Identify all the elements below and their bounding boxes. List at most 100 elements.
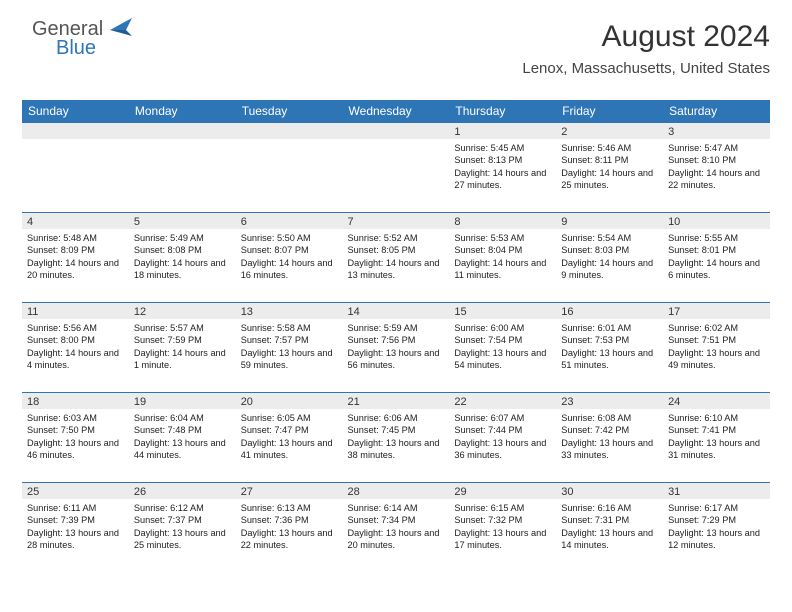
day-detail-text: Sunrise: 5:49 AMSunset: 8:08 PMDaylight:…: [129, 229, 236, 286]
daylight-text: Daylight: 13 hours and 36 minutes.: [454, 437, 551, 462]
day-detail-text: Sunrise: 6:01 AMSunset: 7:53 PMDaylight:…: [556, 319, 663, 376]
day-number: 11: [22, 303, 129, 319]
day-detail-text: Sunrise: 6:13 AMSunset: 7:36 PMDaylight:…: [236, 499, 343, 556]
sunrise-text: Sunrise: 5:45 AM: [454, 142, 551, 154]
day-number: 10: [663, 213, 770, 229]
daylight-text: Daylight: 14 hours and 1 minute.: [134, 347, 231, 372]
day-detail-text: Sunrise: 5:52 AMSunset: 8:05 PMDaylight:…: [343, 229, 450, 286]
sunrise-text: Sunrise: 6:07 AM: [454, 412, 551, 424]
day-number: 22: [449, 393, 556, 409]
day-detail-text: Sunrise: 6:03 AMSunset: 7:50 PMDaylight:…: [22, 409, 129, 466]
daylight-text: Daylight: 13 hours and 25 minutes.: [134, 527, 231, 552]
sunset-text: Sunset: 7:53 PM: [561, 334, 658, 346]
calendar-day-cell: 11Sunrise: 5:56 AMSunset: 8:00 PMDayligh…: [22, 303, 129, 393]
daylight-text: Daylight: 13 hours and 31 minutes.: [668, 437, 765, 462]
sunrise-text: Sunrise: 6:01 AM: [561, 322, 658, 334]
sunset-text: Sunset: 8:00 PM: [27, 334, 124, 346]
calendar-table: SundayMondayTuesdayWednesdayThursdayFrid…: [22, 100, 770, 573]
calendar-day-cell: 8Sunrise: 5:53 AMSunset: 8:04 PMDaylight…: [449, 213, 556, 303]
day-detail-text: [343, 139, 450, 197]
calendar-week-row: 1Sunrise: 5:45 AMSunset: 8:13 PMDaylight…: [22, 123, 770, 213]
day-detail-text: Sunrise: 6:06 AMSunset: 7:45 PMDaylight:…: [343, 409, 450, 466]
day-number: 21: [343, 393, 450, 409]
calendar-day-cell: [22, 123, 129, 213]
calendar-week-row: 4Sunrise: 5:48 AMSunset: 8:09 PMDaylight…: [22, 213, 770, 303]
day-number: 24: [663, 393, 770, 409]
calendar-day-cell: [129, 123, 236, 213]
sunrise-text: Sunrise: 6:13 AM: [241, 502, 338, 514]
sunset-text: Sunset: 8:05 PM: [348, 244, 445, 256]
calendar-day-cell: 13Sunrise: 5:58 AMSunset: 7:57 PMDayligh…: [236, 303, 343, 393]
day-detail-text: Sunrise: 6:10 AMSunset: 7:41 PMDaylight:…: [663, 409, 770, 466]
day-number: 15: [449, 303, 556, 319]
sunrise-text: Sunrise: 6:04 AM: [134, 412, 231, 424]
day-detail-text: Sunrise: 5:54 AMSunset: 8:03 PMDaylight:…: [556, 229, 663, 286]
sunset-text: Sunset: 7:34 PM: [348, 514, 445, 526]
calendar-day-cell: 10Sunrise: 5:55 AMSunset: 8:01 PMDayligh…: [663, 213, 770, 303]
day-number: 19: [129, 393, 236, 409]
weekday-header: Saturday: [663, 100, 770, 123]
sunset-text: Sunset: 7:32 PM: [454, 514, 551, 526]
sunset-text: Sunset: 8:07 PM: [241, 244, 338, 256]
daylight-text: Daylight: 13 hours and 59 minutes.: [241, 347, 338, 372]
day-number: 23: [556, 393, 663, 409]
daylight-text: Daylight: 14 hours and 9 minutes.: [561, 257, 658, 282]
weekday-header: Thursday: [449, 100, 556, 123]
calendar-day-cell: 2Sunrise: 5:46 AMSunset: 8:11 PMDaylight…: [556, 123, 663, 213]
day-number: [129, 123, 236, 139]
calendar-day-cell: 21Sunrise: 6:06 AMSunset: 7:45 PMDayligh…: [343, 393, 450, 483]
daylight-text: Daylight: 14 hours and 6 minutes.: [668, 257, 765, 282]
sunset-text: Sunset: 7:44 PM: [454, 424, 551, 436]
calendar-day-cell: 24Sunrise: 6:10 AMSunset: 7:41 PMDayligh…: [663, 393, 770, 483]
day-number: 8: [449, 213, 556, 229]
sunset-text: Sunset: 8:10 PM: [668, 154, 765, 166]
day-detail-text: Sunrise: 5:55 AMSunset: 8:01 PMDaylight:…: [663, 229, 770, 286]
weekday-header-row: SundayMondayTuesdayWednesdayThursdayFrid…: [22, 100, 770, 123]
sunset-text: Sunset: 7:42 PM: [561, 424, 658, 436]
daylight-text: Daylight: 13 hours and 17 minutes.: [454, 527, 551, 552]
daylight-text: Daylight: 13 hours and 51 minutes.: [561, 347, 658, 372]
day-number: 16: [556, 303, 663, 319]
daylight-text: Daylight: 13 hours and 22 minutes.: [241, 527, 338, 552]
sunrise-text: Sunrise: 6:08 AM: [561, 412, 658, 424]
daylight-text: Daylight: 14 hours and 27 minutes.: [454, 167, 551, 192]
calendar-day-cell: 18Sunrise: 6:03 AMSunset: 7:50 PMDayligh…: [22, 393, 129, 483]
daylight-text: Daylight: 13 hours and 12 minutes.: [668, 527, 765, 552]
daylight-text: Daylight: 14 hours and 13 minutes.: [348, 257, 445, 282]
day-number: 4: [22, 213, 129, 229]
day-detail-text: Sunrise: 6:00 AMSunset: 7:54 PMDaylight:…: [449, 319, 556, 376]
logo-flag-icon: [110, 18, 134, 41]
sunrise-text: Sunrise: 5:47 AM: [668, 142, 765, 154]
day-detail-text: [22, 139, 129, 197]
day-detail-text: Sunrise: 6:08 AMSunset: 7:42 PMDaylight:…: [556, 409, 663, 466]
day-detail-text: Sunrise: 6:12 AMSunset: 7:37 PMDaylight:…: [129, 499, 236, 556]
daylight-text: Daylight: 13 hours and 28 minutes.: [27, 527, 124, 552]
day-detail-text: Sunrise: 5:47 AMSunset: 8:10 PMDaylight:…: [663, 139, 770, 196]
calendar-day-cell: 30Sunrise: 6:16 AMSunset: 7:31 PMDayligh…: [556, 483, 663, 573]
daylight-text: Daylight: 13 hours and 46 minutes.: [27, 437, 124, 462]
sunrise-text: Sunrise: 6:00 AM: [454, 322, 551, 334]
calendar-day-cell: 23Sunrise: 6:08 AMSunset: 7:42 PMDayligh…: [556, 393, 663, 483]
day-detail-text: [129, 139, 236, 197]
sunrise-text: Sunrise: 5:52 AM: [348, 232, 445, 244]
location-text: Lenox, Massachusetts, United States: [522, 60, 770, 77]
day-number: 20: [236, 393, 343, 409]
day-detail-text: Sunrise: 6:15 AMSunset: 7:32 PMDaylight:…: [449, 499, 556, 556]
daylight-text: Daylight: 14 hours and 18 minutes.: [134, 257, 231, 282]
sunrise-text: Sunrise: 6:16 AM: [561, 502, 658, 514]
calendar-day-cell: 17Sunrise: 6:02 AMSunset: 7:51 PMDayligh…: [663, 303, 770, 393]
sunset-text: Sunset: 7:45 PM: [348, 424, 445, 436]
sunrise-text: Sunrise: 6:11 AM: [27, 502, 124, 514]
daylight-text: Daylight: 14 hours and 22 minutes.: [668, 167, 765, 192]
month-title: August 2024: [522, 20, 770, 54]
weekday-header: Wednesday: [343, 100, 450, 123]
day-detail-text: Sunrise: 6:07 AMSunset: 7:44 PMDaylight:…: [449, 409, 556, 466]
calendar-day-cell: 20Sunrise: 6:05 AMSunset: 7:47 PMDayligh…: [236, 393, 343, 483]
day-number: 6: [236, 213, 343, 229]
day-detail-text: Sunrise: 5:56 AMSunset: 8:00 PMDaylight:…: [22, 319, 129, 376]
sunrise-text: Sunrise: 5:58 AM: [241, 322, 338, 334]
sunrise-text: Sunrise: 5:56 AM: [27, 322, 124, 334]
day-detail-text: Sunrise: 5:59 AMSunset: 7:56 PMDaylight:…: [343, 319, 450, 376]
sunrise-text: Sunrise: 5:49 AM: [134, 232, 231, 244]
calendar-day-cell: 15Sunrise: 6:00 AMSunset: 7:54 PMDayligh…: [449, 303, 556, 393]
